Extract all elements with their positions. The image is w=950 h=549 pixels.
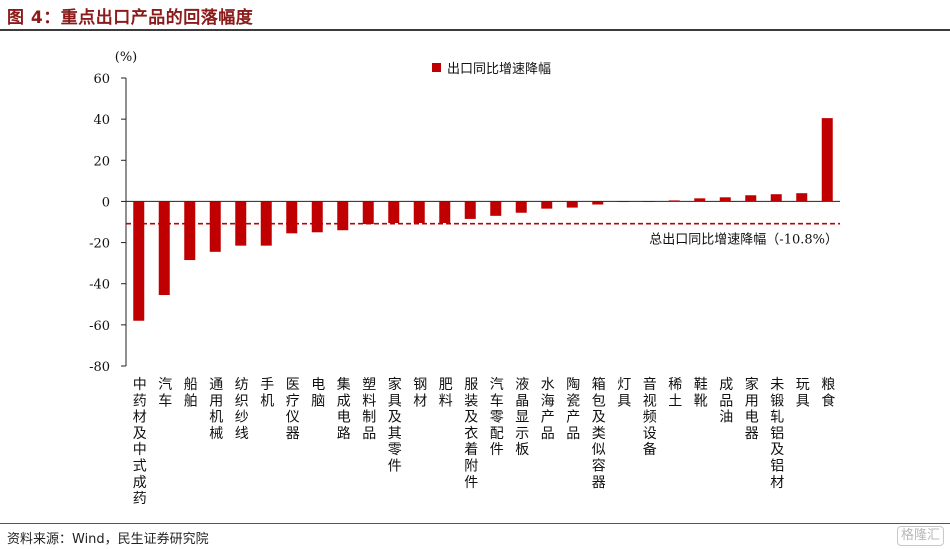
reference-line-label: 总出口同比增速降幅（-10.8%） [649,233,838,248]
x-tick-label: 汽车 [158,377,172,409]
x-tick-label: 水海产品 [541,377,555,442]
bar [209,201,221,252]
bar [490,201,502,216]
x-tick-label: 中药材及中式成药 [133,377,147,507]
bar [388,201,400,224]
x-tick-label: 塑料制品 [362,377,376,442]
x-tick-label: 稀土 [668,377,682,409]
x-tick-label: 通用机械 [209,377,223,442]
figure-title: 图 4：重点出口产品的回落幅度 [7,8,254,28]
y-tick-label: 0 [102,195,110,210]
x-tick-label: 液晶显示板 [515,377,529,458]
x-tick-label: 服装及衣着附件 [464,377,478,491]
bar [464,201,476,219]
x-tick-label: 家用电器 [745,376,759,442]
x-tick-label: 音视频设备 [643,376,657,458]
legend-swatch [432,63,441,72]
x-tick-label: 灯具 [617,377,631,409]
bars [133,118,833,321]
x-tick-label: 手机 [260,377,274,409]
bar [362,201,374,225]
bar [158,201,170,296]
watermark-logo: 格隆汇 [896,526,944,546]
x-tick-label: 未锻轧铝及铝材 [770,377,784,491]
x-tick-label: 医疗仪器 [286,377,300,442]
x-tick-label: 粮食 [821,377,835,409]
x-tick-label: 肥料 [439,377,453,409]
x-tick-label: 箱包及类似容器 [592,377,606,491]
bar [668,200,680,202]
source-divider [0,523,950,524]
y-tick-label: -40 [89,278,110,293]
x-tick-label: 陶瓷产品 [566,377,580,442]
x-tick-label: 纺织纱线 [235,377,249,442]
y-tick-label: 40 [93,113,110,128]
x-tick-label: 汽车零配件 [490,377,504,458]
reference-line-group: 总出口同比增速降幅（-10.8%） [126,222,840,248]
y-axis: 60 40 20 0 -20 -40 -60 -80 (%) [89,50,840,375]
bar [413,201,425,224]
bar [133,201,145,321]
bar [821,118,833,202]
y-tick-label: -80 [89,360,110,375]
x-tick-label: 船舶 [184,377,198,409]
bar [337,201,349,231]
bar [592,201,604,205]
x-tick-label: 电脑 [311,377,325,409]
bar [566,201,578,208]
bar [439,201,451,224]
bar [541,201,553,209]
source-note: 资料来源：Wind，民生证券研究院 [7,532,209,547]
legend: 出口同比增速降幅 [432,62,551,77]
x-tick-label: 鞋靴 [694,377,708,409]
bar [515,201,527,213]
bar [184,201,196,261]
bar [286,201,298,234]
bar [643,201,655,203]
bar [617,201,629,203]
title-divider [0,29,950,31]
y-tick-label: 20 [93,154,110,169]
x-tick-label: 集成电路 [337,376,351,442]
y-tick-label: -60 [89,319,110,334]
x-tick-label: 家具及其零件 [388,376,402,475]
y-unit-label: (%) [115,50,138,65]
legend-label: 出口同比增速降幅 [447,62,551,77]
y-tick-label: -20 [89,237,110,252]
x-tick-label: 成品油 [719,377,733,426]
x-axis-labels: 中药材及中式成药汽车船舶通用机械纺织纱线手机医疗仪器电脑集成电路塑料制品家具及其… [133,376,836,507]
bar [796,193,808,202]
bar [719,197,731,202]
y-tick-label: 60 [93,72,110,87]
x-tick-label: 玩具 [796,377,810,409]
x-tick-label: 钢材 [413,377,427,409]
bar [770,194,782,202]
bar [311,201,323,233]
bar [745,195,757,202]
bar [694,198,706,202]
